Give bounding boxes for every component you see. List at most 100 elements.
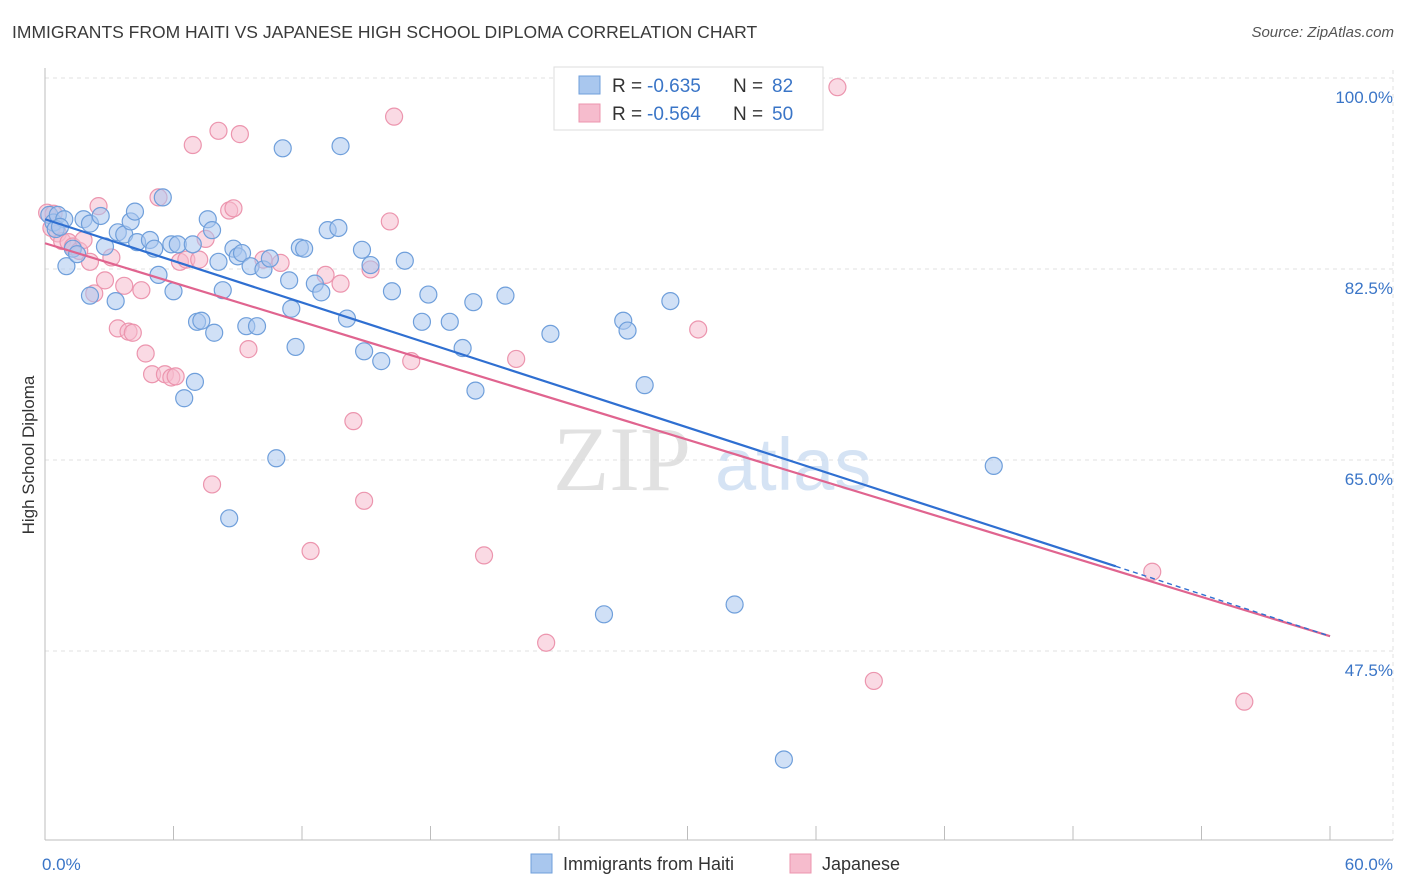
point-japanese bbox=[828, 78, 847, 97]
point-haiti bbox=[372, 352, 391, 371]
point-japanese bbox=[136, 344, 155, 363]
legend-r-label-japanese: R = bbox=[612, 104, 642, 125]
point-japanese bbox=[331, 274, 350, 293]
point-haiti bbox=[260, 249, 279, 268]
point-japanese bbox=[344, 412, 363, 431]
watermark-atlas: atlas bbox=[715, 423, 871, 506]
legend-n-label-haiti: N = bbox=[733, 76, 763, 97]
point-haiti bbox=[106, 291, 125, 311]
point-japanese bbox=[380, 212, 399, 231]
point-haiti bbox=[361, 255, 380, 275]
point-haiti bbox=[774, 750, 793, 769]
point-japanese bbox=[230, 125, 249, 144]
x-tick-label: 60.0% bbox=[1345, 855, 1393, 874]
bottom-legend-label-haiti: Immigrants from Haiti bbox=[563, 854, 734, 874]
point-japanese bbox=[123, 323, 142, 342]
point-japanese bbox=[507, 349, 526, 369]
point-japanese bbox=[166, 367, 185, 386]
y-tick-label: 65.0% bbox=[1345, 470, 1393, 489]
point-haiti bbox=[273, 139, 292, 158]
point-haiti bbox=[419, 285, 438, 304]
point-haiti bbox=[175, 389, 194, 408]
point-japanese bbox=[202, 475, 222, 494]
legend-r-value-japanese: -0.564 bbox=[647, 104, 701, 125]
stats-legend: R = -0.635 N = 82 R = -0.564 N = 50 bbox=[553, 66, 824, 131]
point-haiti bbox=[440, 312, 459, 331]
point-japanese bbox=[190, 250, 209, 269]
series-japanese-points bbox=[38, 78, 1254, 711]
point-haiti bbox=[352, 240, 372, 259]
point-japanese bbox=[209, 121, 228, 140]
point-haiti bbox=[661, 291, 680, 311]
point-japanese bbox=[1235, 692, 1254, 711]
point-japanese bbox=[224, 199, 243, 218]
point-japanese bbox=[537, 633, 556, 652]
point-japanese bbox=[95, 271, 115, 290]
point-japanese bbox=[864, 671, 883, 691]
point-haiti bbox=[984, 456, 1003, 476]
point-haiti bbox=[282, 299, 301, 318]
point-haiti bbox=[312, 283, 331, 302]
point-haiti bbox=[183, 235, 202, 254]
point-haiti bbox=[57, 257, 76, 276]
point-haiti bbox=[209, 252, 228, 271]
point-japanese bbox=[239, 340, 258, 359]
point-haiti bbox=[280, 271, 299, 290]
series-haiti-points bbox=[40, 137, 1003, 769]
bottom-legend-swatch-japanese bbox=[789, 853, 812, 874]
trend-line-japanese bbox=[44, 242, 1331, 638]
point-haiti bbox=[594, 605, 614, 624]
point-haiti bbox=[395, 251, 414, 270]
legend-n-label-japanese: N = bbox=[733, 104, 763, 125]
point-japanese bbox=[183, 135, 202, 155]
trend-line-haiti-extrapolated bbox=[1115, 565, 1331, 637]
point-japanese bbox=[689, 320, 708, 339]
legend-r-value-haiti: -0.635 bbox=[647, 76, 701, 97]
point-haiti bbox=[220, 509, 239, 528]
series-legend: Immigrants from Haiti Japanese bbox=[530, 853, 900, 874]
point-japanese bbox=[115, 276, 134, 295]
point-haiti bbox=[192, 311, 211, 330]
legend-swatch-japanese bbox=[578, 103, 601, 123]
point-haiti bbox=[464, 293, 483, 312]
point-haiti bbox=[466, 381, 485, 400]
point-haiti bbox=[496, 286, 515, 305]
point-haiti bbox=[331, 137, 350, 156]
point-haiti bbox=[618, 321, 637, 340]
trend-lines bbox=[44, 218, 1331, 638]
point-japanese bbox=[132, 281, 151, 300]
x-tick-label: 0.0% bbox=[42, 855, 81, 874]
point-japanese bbox=[301, 541, 320, 561]
point-haiti bbox=[295, 239, 314, 258]
point-haiti bbox=[329, 218, 348, 238]
point-haiti bbox=[232, 243, 252, 263]
point-japanese bbox=[1143, 562, 1162, 581]
point-haiti bbox=[185, 372, 205, 391]
legend-n-value-haiti: 82 bbox=[772, 76, 793, 97]
point-haiti bbox=[635, 376, 654, 395]
point-haiti bbox=[91, 206, 110, 226]
point-haiti bbox=[202, 221, 222, 240]
chart-title: IMMIGRANTS FROM HAITI VS JAPANESE HIGH S… bbox=[12, 22, 758, 42]
point-haiti bbox=[725, 595, 744, 614]
source-label: Source: ZipAtlas.com bbox=[1251, 24, 1394, 41]
point-japanese bbox=[384, 107, 404, 126]
axes bbox=[44, 68, 1393, 841]
point-japanese bbox=[355, 491, 374, 510]
trend-line-haiti bbox=[44, 218, 1117, 568]
tick-labels: 100.0% 82.5% 65.0% 47.5% 0.0% 60.0% bbox=[42, 88, 1393, 874]
bottom-legend-label-japanese: Japanese bbox=[822, 854, 900, 874]
point-haiti bbox=[382, 282, 402, 301]
point-haiti bbox=[286, 337, 305, 357]
point-haiti bbox=[125, 202, 145, 221]
point-haiti bbox=[80, 286, 100, 305]
point-haiti bbox=[412, 312, 432, 331]
point-haiti bbox=[267, 449, 286, 468]
y-tick-label: 82.5% bbox=[1345, 279, 1393, 298]
point-japanese bbox=[474, 546, 494, 565]
watermark-zip: ZIP bbox=[553, 408, 691, 510]
point-haiti bbox=[355, 342, 374, 361]
legend-swatch-haiti bbox=[578, 75, 601, 95]
y-tick-label: 47.5% bbox=[1345, 661, 1393, 680]
